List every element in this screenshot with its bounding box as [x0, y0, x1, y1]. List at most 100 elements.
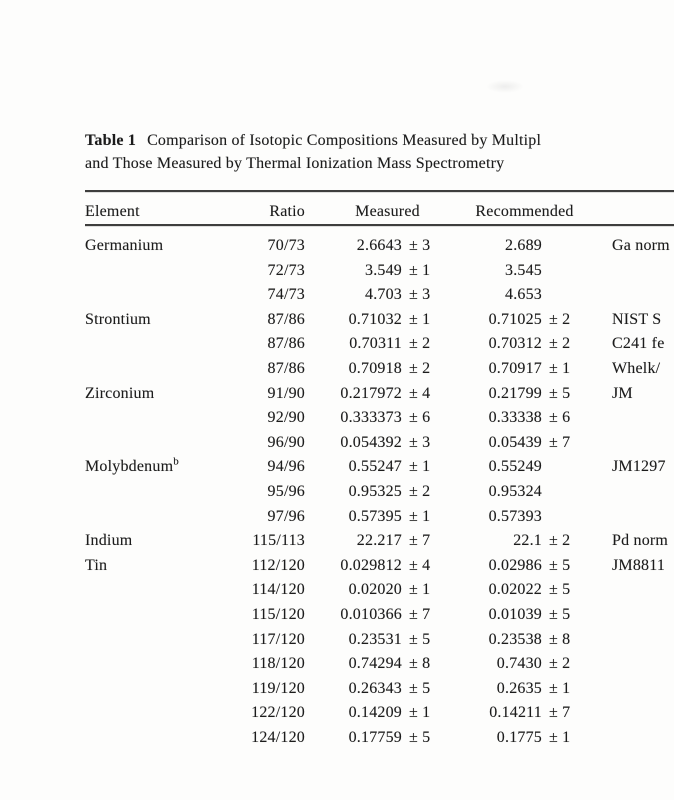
measured-value: 0.14209 — [348, 704, 402, 722]
ratio-cell: 96/90 — [267, 433, 305, 451]
recommended-uncertainty — [549, 283, 587, 308]
ratio-cell: 97/96 — [267, 507, 305, 525]
measured-uncertainty: ± 4 — [409, 384, 431, 402]
element-cell: Molybdenumb — [85, 455, 250, 480]
measured-value: 22.217 — [356, 532, 402, 550]
recommended-value: 0.21799 — [488, 384, 542, 402]
recommended-uncertainty: ± 7 — [549, 433, 571, 451]
measured-uncertainty: ± 3 — [409, 286, 431, 304]
table-row: 114/120 0.02020 ± 1 0.02022 ± 5 — [85, 578, 670, 603]
element-cell — [85, 603, 250, 628]
element-name: Tin — [85, 556, 108, 574]
measured-value: 0.333373 — [340, 409, 402, 427]
element-superscript: b — [173, 456, 179, 469]
recommended-uncertainty: ± 5 — [549, 581, 571, 599]
table-label: Table 1 — [85, 132, 137, 149]
element-cell — [85, 652, 250, 677]
table-row: 97/96 0.57395 ± 1 0.57393 — [85, 505, 670, 530]
measured-value: 0.74294 — [348, 655, 402, 673]
note-cell: JM1297 — [612, 458, 666, 476]
recommended-value: 0.70917 — [488, 359, 542, 377]
recommended-value: 4.653 — [505, 286, 542, 304]
element-name: Indium — [85, 532, 133, 550]
measured-uncertainty: ± 2 — [409, 335, 431, 353]
element-name: Zirconium — [85, 384, 155, 402]
element-name: Molybdenum — [85, 458, 174, 476]
table-row: Tin 112/120 0.029812 ± 4 0.02986 ± 5 JM8… — [85, 554, 670, 579]
ratio-cell: 115/120 — [251, 605, 305, 623]
recommended-value: 0.23538 — [488, 630, 542, 648]
column-header-measured: Measured — [355, 203, 420, 220]
caption-line-2: and Those Measured by Thermal Ionization… — [85, 155, 505, 172]
ratio-cell: 114/120 — [251, 581, 305, 599]
table-body: Germanium 70/73 2.6643 ± 3 2.689 Ga norm… — [85, 234, 670, 750]
element-cell — [85, 480, 250, 505]
ratio-cell: 122/120 — [251, 704, 305, 722]
measured-uncertainty: ± 5 — [409, 728, 431, 746]
recommended-uncertainty: ± 2 — [549, 335, 571, 353]
note-cell: NIST S — [612, 310, 662, 328]
element-cell — [85, 357, 250, 382]
ratio-cell: 72/73 — [267, 261, 305, 279]
table-row: 92/90 0.333373 ± 6 0.33338 ± 6 — [85, 406, 670, 431]
ratio-cell: 112/120 — [251, 556, 305, 574]
recommended-value: 0.70312 — [488, 335, 542, 353]
recommended-uncertainty: ± 2 — [549, 655, 571, 673]
scan-artifact — [486, 80, 524, 93]
recommended-value: 3.545 — [505, 261, 542, 279]
measured-uncertainty: ± 1 — [409, 458, 431, 476]
ratio-cell: 94/96 — [267, 458, 305, 476]
measured-value: 0.71032 — [348, 310, 402, 328]
recommended-uncertainty: ± 2 — [549, 310, 571, 328]
measured-value: 0.217972 — [340, 384, 402, 402]
recommended-uncertainty — [549, 259, 587, 284]
ratio-cell: 117/120 — [251, 630, 305, 648]
measured-value: 0.57395 — [348, 507, 402, 525]
measured-uncertainty: ± 1 — [409, 704, 431, 722]
table-top-rule — [85, 190, 674, 192]
measured-value: 0.23531 — [348, 630, 402, 648]
table-header-row: Element Ratio Measured Recommended — [85, 200, 587, 223]
table-row: 117/120 0.23531 ± 5 0.23538 ± 8 — [85, 628, 670, 653]
measured-uncertainty: ± 1 — [409, 310, 431, 328]
ratio-cell: 95/96 — [267, 482, 305, 500]
ratio-cell: 74/73 — [267, 286, 305, 304]
note-cell: JM8811 — [612, 556, 666, 574]
measured-uncertainty: ± 6 — [409, 409, 431, 427]
element-cell — [85, 332, 250, 357]
recommended-value: 0.95324 — [488, 482, 542, 500]
measured-value: 2.6643 — [356, 237, 402, 254]
measured-uncertainty: ± 1 — [409, 507, 431, 525]
table-row: 74/73 4.703 ± 3 4.653 — [85, 283, 670, 308]
measured-uncertainty: ± 7 — [409, 532, 431, 550]
recommended-value: 0.2635 — [496, 679, 542, 697]
measured-value: 0.70311 — [349, 335, 402, 353]
table-caption: Table 1 Comparison of Isotopic Compositio… — [85, 129, 674, 175]
measured-value: 0.70918 — [348, 359, 402, 377]
recommended-value: 0.1775 — [496, 728, 542, 746]
table-row: Strontium 87/86 0.71032 ± 1 0.71025 ± 2 … — [85, 308, 670, 333]
table-header-rule — [85, 224, 674, 226]
column-header-ratio: Ratio — [269, 203, 305, 220]
element-cell — [85, 283, 250, 308]
measured-value: 0.95325 — [348, 482, 402, 500]
recommended-value: 0.33338 — [488, 409, 542, 427]
element-cell — [85, 701, 250, 726]
element-cell: Tin — [85, 554, 250, 579]
element-cell — [85, 259, 250, 284]
table-row: 95/96 0.95325 ± 2 0.95324 — [85, 480, 670, 505]
recommended-value: 0.02022 — [488, 581, 542, 599]
ratio-cell: 115/113 — [252, 532, 305, 550]
recommended-uncertainty: ± 5 — [549, 605, 571, 623]
measured-uncertainty: ± 2 — [409, 359, 431, 377]
recommended-uncertainty: ± 8 — [549, 630, 571, 648]
element-cell — [85, 431, 250, 456]
measured-value: 0.02020 — [348, 581, 402, 599]
recommended-value: 0.57393 — [488, 507, 542, 525]
table-row: 119/120 0.26343 ± 5 0.2635 ± 1 — [85, 677, 670, 702]
element-cell: Germanium — [85, 234, 250, 259]
table-row: 124/120 0.17759 ± 5 0.1775 ± 1 — [85, 726, 670, 751]
measured-uncertainty: ± 4 — [409, 556, 431, 574]
table-row: 122/120 0.14209 ± 1 0.14211 ± 7 — [85, 701, 670, 726]
